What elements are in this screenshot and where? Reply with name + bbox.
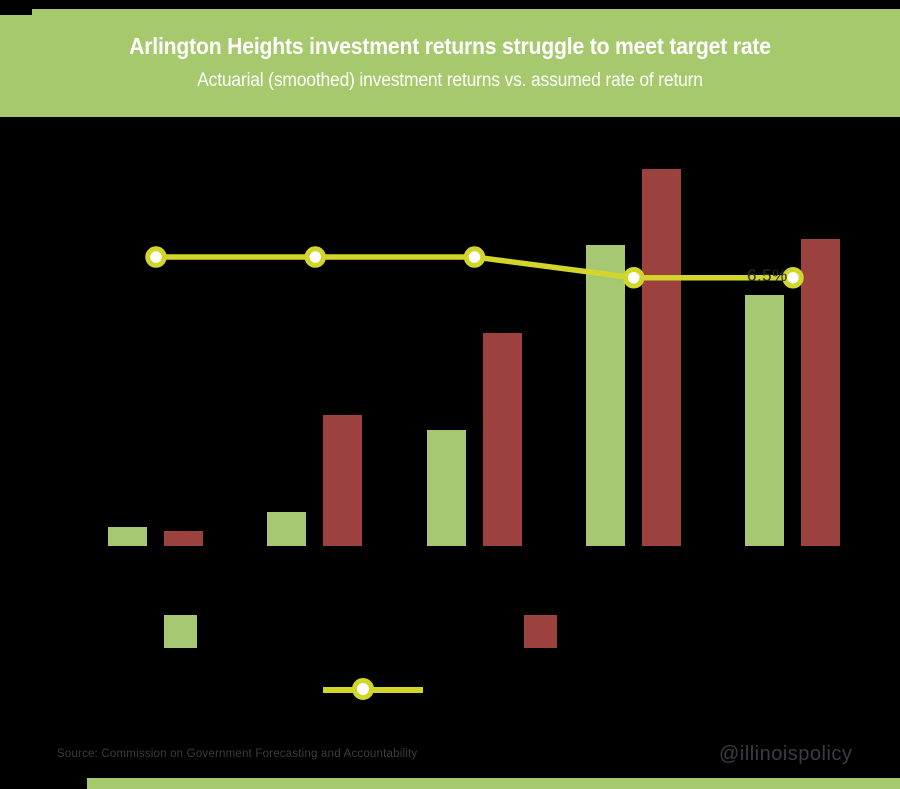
- bar-red-group4: [641, 168, 681, 547]
- bar-red-group3: [482, 333, 522, 547]
- legend-green-swatch-icon: [164, 615, 197, 648]
- bar-red-group5: [801, 239, 840, 547]
- bar-red-group2: [323, 415, 363, 547]
- bar-red-group1: [164, 531, 203, 547]
- line-marker-2: [304, 246, 326, 268]
- twitter-handle: @illinoispolicy: [719, 743, 853, 765]
- line-marker-4: [623, 266, 645, 289]
- page-title: Arlington Heights investment returns str…: [129, 33, 771, 59]
- header-banner: [0, 9, 900, 117]
- legend-line-marker-icon: [352, 678, 374, 700]
- assumed-rate-annotation: 6.5%: [747, 266, 788, 285]
- bottom-green-strip: [87, 778, 900, 789]
- bar-green-group4: [585, 245, 625, 547]
- bar-green-group2: [267, 511, 307, 547]
- bar-green-group5: [745, 294, 784, 547]
- bar-green-group1: [108, 527, 147, 547]
- top-left-black-notch: [0, 0, 32, 15]
- source-credit: Source: Commission on Government Forecas…: [57, 748, 418, 760]
- legend-red-swatch-icon: [524, 615, 557, 648]
- page-subtitle: Actuarial (smoothed) investment returns …: [197, 70, 703, 91]
- line-marker-1: [145, 246, 167, 268]
- bar-green-group3: [426, 429, 466, 547]
- line-marker-3: [463, 246, 486, 268]
- line-marker-5: [782, 266, 804, 289]
